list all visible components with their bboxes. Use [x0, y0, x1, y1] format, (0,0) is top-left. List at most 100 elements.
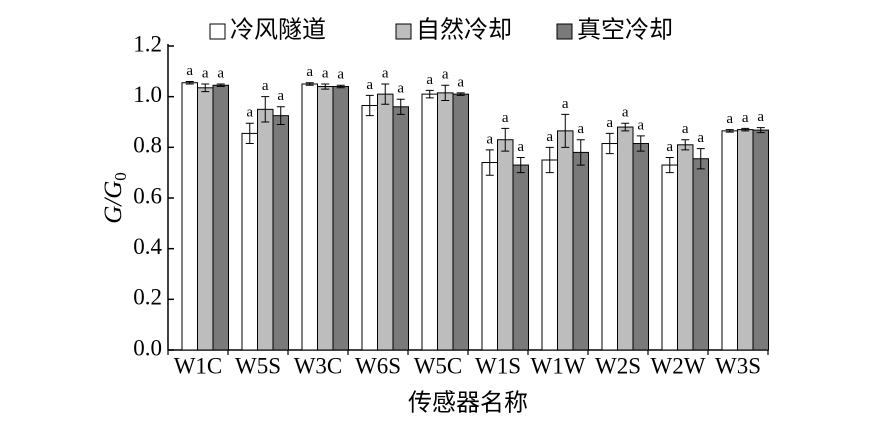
legend-label: 真空冷却	[577, 17, 673, 44]
error-bar	[201, 83, 210, 93]
x-tick-label: W1W	[531, 353, 586, 378]
significance-letter: a	[622, 105, 629, 121]
error-bar	[425, 89, 434, 99]
significance-letter: a	[486, 131, 493, 147]
significance-letter: a	[186, 63, 193, 79]
error-bar	[381, 83, 390, 105]
significance-letter: a	[546, 129, 553, 145]
significance-letter: a	[637, 117, 644, 133]
bar	[332, 86, 349, 351]
significance-letter: a	[726, 111, 733, 127]
y-axis-title-sub: 0	[111, 172, 130, 181]
bar	[272, 115, 289, 351]
significance-letter: a	[322, 65, 329, 81]
bar	[721, 130, 738, 351]
x-tick-label: W3S	[715, 353, 761, 378]
bar	[752, 129, 769, 351]
significance-letter: a	[382, 65, 389, 81]
bar	[241, 132, 258, 351]
error-bar	[561, 113, 570, 148]
error-bar	[396, 98, 405, 115]
significance-letter: a	[577, 121, 584, 137]
y-tick-label: 1.0	[133, 82, 162, 107]
significance-letter: a	[262, 78, 269, 94]
significance-letter: a	[517, 139, 524, 155]
error-bar	[245, 122, 254, 145]
bar	[497, 139, 514, 351]
error-bar	[756, 127, 765, 134]
error-bar	[516, 156, 525, 174]
error-bar	[441, 84, 450, 101]
significance-letter: a	[697, 130, 704, 146]
significance-letter: a	[426, 72, 433, 88]
error-bar	[485, 149, 494, 176]
x-axis-title: 传感器名称	[408, 390, 528, 417]
y-tick-label: 0.8	[133, 133, 162, 158]
y-tick-label: 0.2	[133, 285, 162, 310]
bar	[601, 143, 618, 351]
significance-letter: a	[457, 74, 464, 90]
error-bar	[621, 122, 630, 132]
significance-letter: a	[742, 110, 749, 126]
bar	[512, 164, 529, 351]
significance-letter: a	[337, 67, 344, 83]
x-tick-label: W1C	[174, 353, 223, 378]
bar	[677, 144, 694, 351]
y-axis-title: G/G0	[100, 172, 130, 224]
x-tick-label: W6S	[355, 353, 401, 378]
significance-letter: a	[757, 109, 764, 125]
significance-letter: a	[277, 88, 284, 104]
y-tick-label: 0.6	[133, 183, 162, 208]
error-bar	[725, 129, 734, 133]
significance-letter: a	[306, 64, 313, 80]
error-bar	[185, 80, 194, 85]
bar	[452, 93, 469, 351]
x-tick-label: W5C	[414, 353, 463, 378]
error-bar	[501, 127, 510, 152]
bar	[392, 106, 409, 351]
error-bar	[741, 127, 750, 132]
error-bar	[665, 156, 674, 174]
significance-letter: a	[666, 139, 673, 155]
bar	[317, 86, 334, 351]
error-bar	[545, 146, 554, 174]
x-tick-label: W2S	[595, 353, 641, 378]
bar	[737, 129, 754, 351]
legend-label: 冷风隧道	[230, 17, 326, 44]
bar	[557, 130, 574, 351]
error-bar	[605, 132, 614, 155]
significance-letter: a	[246, 105, 253, 121]
bar	[197, 87, 214, 351]
y-tick-label: 0.0	[133, 335, 162, 360]
bar	[541, 159, 558, 351]
error-bar	[305, 82, 314, 86]
significance-letter: a	[397, 81, 404, 97]
error-bar	[696, 148, 705, 170]
bar	[481, 162, 498, 351]
error-bar	[261, 96, 270, 123]
significance-letter: a	[217, 65, 224, 81]
bar	[181, 82, 198, 351]
legend-marker	[395, 23, 412, 40]
significance-letter: a	[202, 65, 209, 81]
bar	[692, 158, 709, 351]
bar	[377, 93, 394, 351]
error-bar	[681, 139, 690, 151]
bar	[361, 105, 378, 351]
error-bar	[576, 139, 585, 166]
bar	[421, 93, 438, 351]
significance-letter: a	[366, 77, 373, 93]
significance-letter: a	[562, 96, 569, 112]
bar	[301, 83, 318, 351]
bar	[632, 143, 649, 351]
significance-letter: a	[442, 67, 449, 83]
legend-label: 自然冷却	[416, 17, 512, 44]
error-bar	[636, 135, 645, 152]
significance-letter: a	[682, 121, 689, 137]
bar	[572, 151, 589, 351]
x-tick-label: W1S	[475, 353, 521, 378]
x-tick-label: W5S	[235, 353, 281, 378]
error-bar	[321, 83, 330, 90]
error-bar	[456, 92, 465, 96]
